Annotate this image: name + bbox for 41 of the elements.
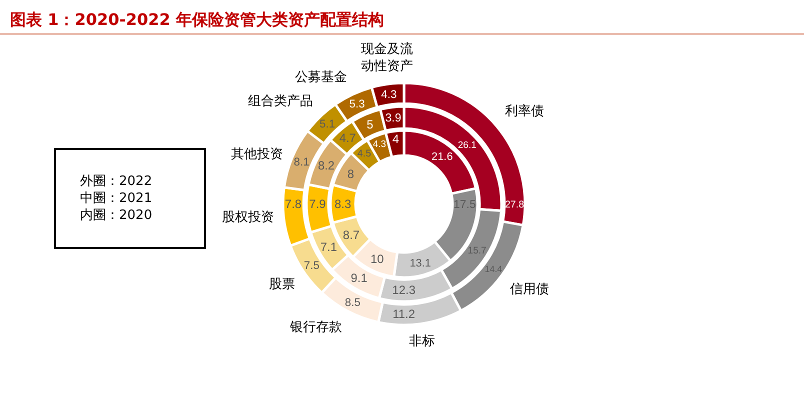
data-label: 9.1 [350,271,368,286]
data-label: 10 [370,252,384,266]
slice-label: 银行存款 [289,320,342,335]
slice-label: 公募基金 [295,70,347,85]
data-label: 8.2 [318,158,335,173]
data-label: 8.7 [342,228,360,242]
data-label: 5 [366,117,374,132]
data-label: 7.5 [304,260,320,272]
data-label: 4.3 [381,89,397,102]
data-label: 8.1 [294,156,310,168]
data-label: 8 [347,166,354,181]
data-label: 11.2 [392,307,416,322]
slice-label: 非标 [409,334,435,349]
data-label: 7.1 [320,240,338,254]
slice-label: 利率债 [505,103,544,119]
slice-label: 其他投资 [231,147,283,162]
text: 内圈：2020 [80,208,152,223]
text: 外圈：2022 [80,174,152,189]
data-label: 26.1 [458,140,476,152]
data-label: 7.8 [284,197,302,211]
chart-title: 图表 1：2020-2022 年保险资管大类资产配置结构 [10,10,384,29]
data-label: 12.3 [392,282,416,297]
data-label: 13.1 [410,257,431,270]
text: 中圈：2021 [80,190,152,206]
data-label: 3.9 [385,112,402,125]
slice-label: 现金及流动性资产 [361,41,413,74]
data-label: 5.1 [320,118,336,131]
slice-label: 股权投资 [222,210,274,225]
data-label: 4.7 [339,131,356,146]
data-label: 4 [392,132,400,146]
slice-label: 信用债 [510,282,549,297]
slice-label: 股票 [269,277,295,292]
data-label: 27.8 [504,199,525,210]
data-label: 8.5 [344,296,360,309]
data-label: 5.3 [349,98,365,110]
data-label: 21.6 [432,151,453,164]
data-label: 7.9 [309,197,326,211]
data-label: 8.3 [334,196,352,211]
data-label: 4.3 [372,139,386,150]
slice-label: 组合类产品 [248,94,313,109]
data-label: 4.5 [357,148,372,160]
